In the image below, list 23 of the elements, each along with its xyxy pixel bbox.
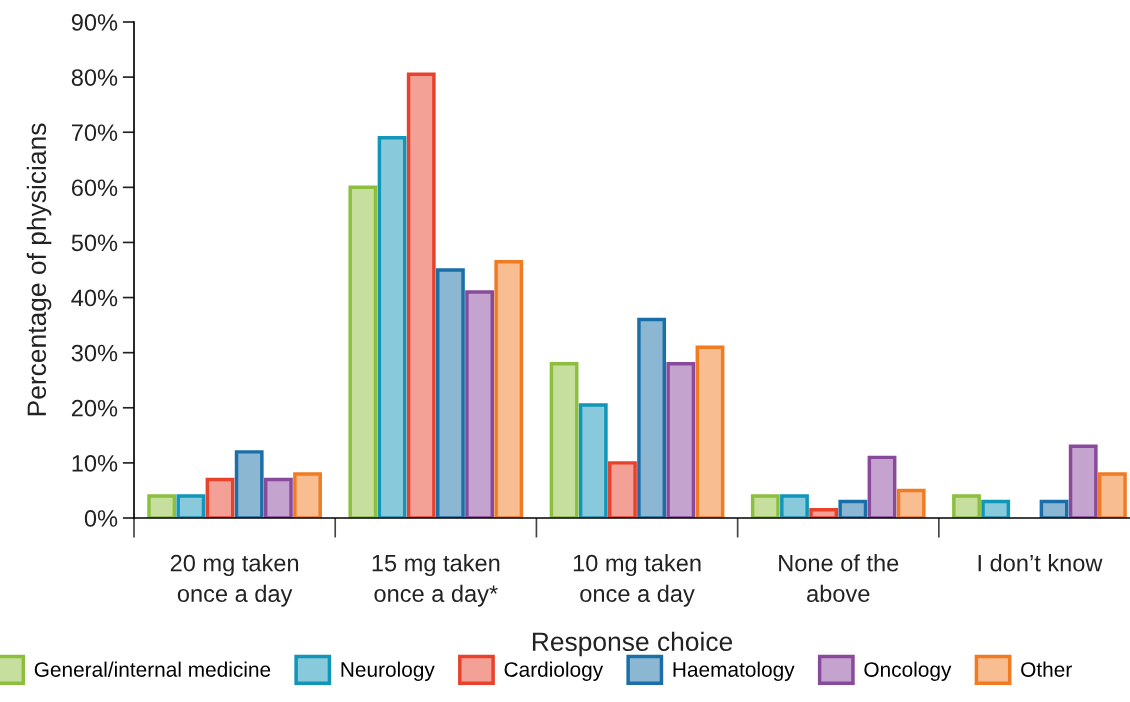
y-tick-label: 30% xyxy=(71,344,118,362)
y-tick-label: 90% xyxy=(71,14,118,31)
legend-label: Oncology xyxy=(864,661,952,682)
y-tick-label: 0% xyxy=(84,510,118,527)
legend-label: General/internal medicine xyxy=(34,661,271,677)
x-tick-label: 15 mg taken once a day* xyxy=(372,554,500,607)
y-tick-label: 80% xyxy=(71,69,118,86)
legend-label: Haematology xyxy=(673,661,795,682)
y-tick-label: 10% xyxy=(72,454,118,472)
legend-label: Neurology xyxy=(341,661,435,682)
y-tick-label: 20% xyxy=(71,399,118,417)
x-tick-label: 10 mg taken once a day xyxy=(573,554,701,607)
x-tick-label: None of the above xyxy=(779,554,899,603)
x-tick-label: I don’t know xyxy=(978,554,1103,572)
y-tick-label: 60% xyxy=(71,179,118,197)
legend-label: Cardiology xyxy=(504,661,604,682)
y-tick-label: 50% xyxy=(71,234,118,252)
legend-label: Other xyxy=(1021,661,1072,677)
x-axis-title: Response choice xyxy=(532,631,733,657)
y-tick-label: 40% xyxy=(71,289,118,307)
y-tick-label: 70% xyxy=(71,124,118,142)
x-tick-label: 20 mg taken once a day xyxy=(170,554,299,607)
y-axis-title: Percentage of physicians xyxy=(26,123,52,416)
